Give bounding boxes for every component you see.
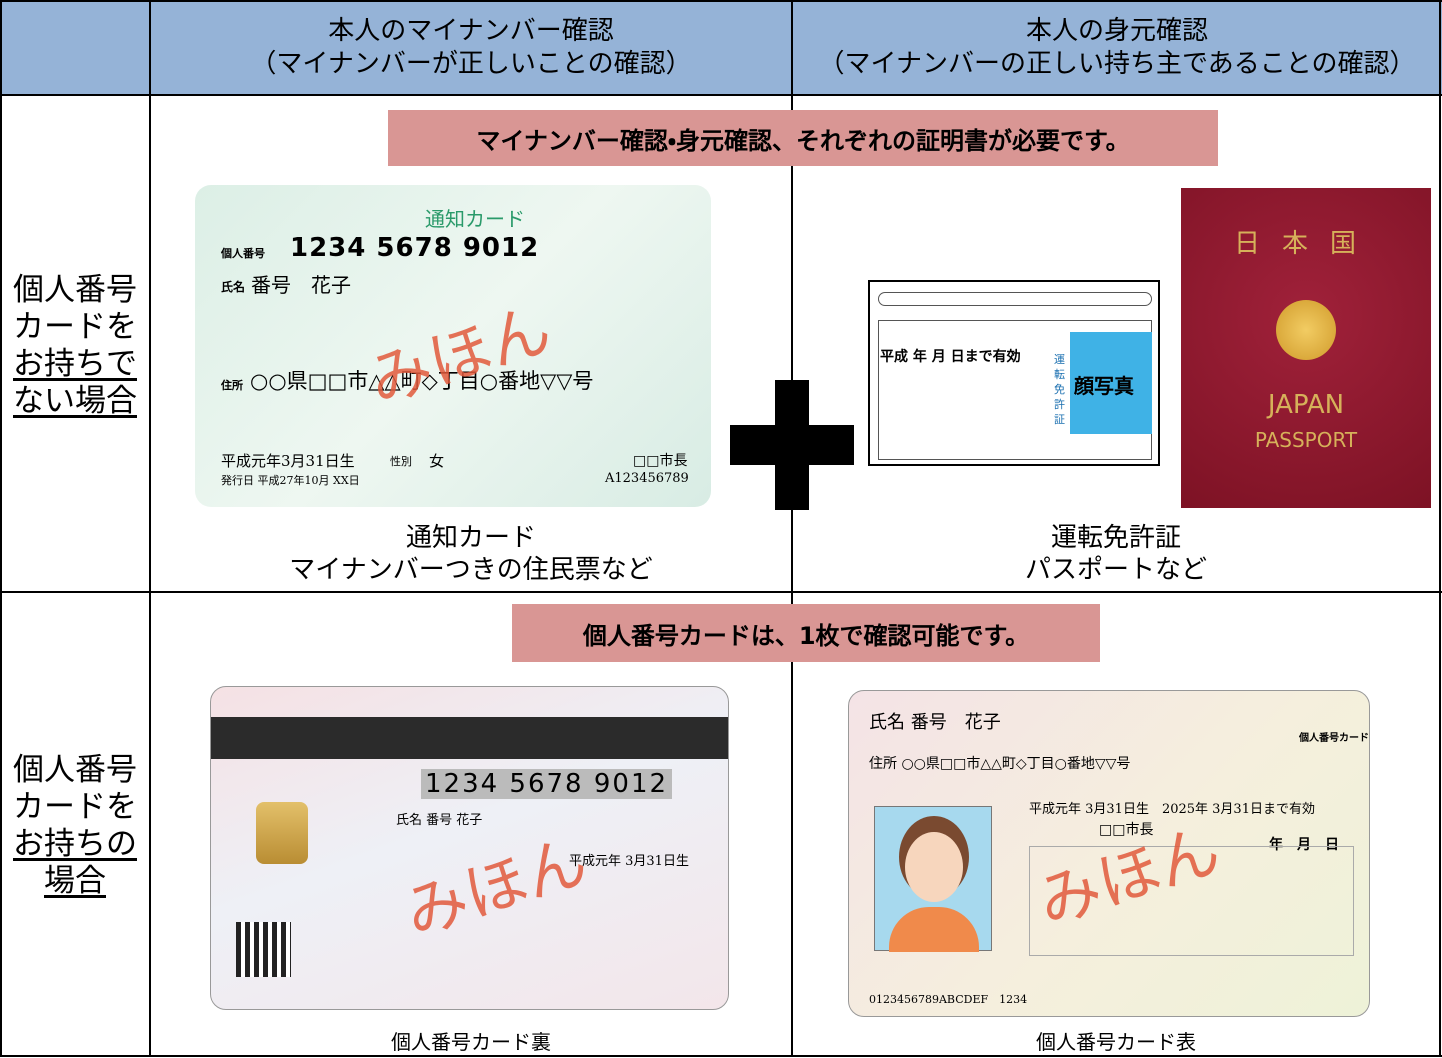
license-field (878, 292, 1152, 306)
card-text: 1234 5678 9012 (421, 769, 673, 799)
card-text: 発行日 平成27年10月 XX日 (221, 474, 360, 487)
card-text: 平成 年 月 日まで有効 (880, 349, 1021, 365)
card-text: 日本国 (1233, 229, 1378, 259)
border (791, 0, 793, 1057)
card-text: 運転免許証 (1054, 353, 1065, 426)
photo (874, 806, 992, 952)
card-text: JAPAN (1267, 390, 1345, 420)
card-text: 平成元年 3月31日生 2025年 3月31日まで有効 (1029, 802, 1315, 817)
license-image: 平成 年 月 日まで有効 顔写真 運転免許証 (868, 280, 1160, 466)
card-text: 通知カード (425, 207, 525, 231)
row-label-line: カードを (13, 309, 137, 345)
header-title: 本人の身元確認 (1025, 16, 1208, 46)
emblem (1276, 300, 1336, 360)
caption-line: 個人番号カード裏 (391, 1030, 551, 1054)
border (0, 0, 1442, 2)
row-label: 個人番号 カードを お持ちの 場合 (0, 752, 150, 900)
caption: 個人番号カード表 (792, 1026, 1440, 1058)
photo-box (1070, 332, 1152, 434)
caption-line: 通知カード (405, 523, 536, 553)
caption: 個人番号カード裏 (150, 1026, 792, 1058)
card-text: 女 (429, 452, 445, 470)
banner: マイナンバー確認・身元確認、それぞれの証明書が必要です。 (388, 110, 1218, 166)
sample-stamp: みほん (395, 823, 596, 951)
caption: 通知カード マイナンバーつきの住民票など (150, 522, 792, 586)
signature-field (1029, 846, 1354, 956)
card-text: 氏名 番号 花子 (396, 813, 483, 828)
card-text: 氏名 (221, 280, 246, 294)
header-title: 本人のマイナンバー確認 (328, 16, 614, 46)
header-subtitle: （マイナンバーが正しいことの確認） (250, 49, 692, 79)
plus-sign (730, 425, 854, 465)
caption-line: マイナンバーつきの住民票など (289, 555, 653, 585)
card-text: ○○県□□市△△町◇丁目○番地▽▽号 (250, 369, 594, 393)
card-text: 住所 (221, 379, 243, 392)
card-text: 1234 5678 9012 (290, 233, 540, 263)
border (149, 0, 151, 1057)
card-text: □□市長 (633, 453, 688, 469)
card-text: 住所 ○○県□□市△△町◇丁目○番地▽▽号 (869, 756, 1131, 772)
row-label-line: カードを (13, 789, 137, 825)
card-text: 年 月 日 (1269, 837, 1339, 853)
caption-line: 個人番号カード表 (1036, 1030, 1196, 1054)
header-subtitle: （マイナンバーの正しい持ち主であることの確認） (818, 49, 1416, 79)
border (0, 0, 2, 1057)
card-text: 個人番号カード (1299, 733, 1369, 744)
qr-code (236, 922, 291, 977)
sample-stamp: みほん (359, 291, 560, 419)
header-cell: 本人の身元確認 （マイナンバーの正しい持ち主であることの確認） (792, 15, 1442, 81)
mynumber-card-back-image: 1234 5678 9012 氏名 番号 花子 平成元年 3月31日生 みほん (210, 686, 729, 1010)
border (0, 591, 1442, 593)
header-row (0, 0, 1442, 95)
banner: 個人番号カードは、1枚で確認可能です。 (512, 604, 1100, 662)
card-text: □□市長 (1099, 822, 1154, 838)
row-label-line: 個人番号 (13, 272, 137, 308)
ic-chip (256, 802, 308, 864)
caption: 運転免許証 パスポートなど (792, 522, 1440, 586)
shoulders (889, 907, 979, 952)
card-text: 顔写真 (1074, 374, 1134, 398)
card-text: PASSPORT (1254, 428, 1358, 452)
card-text: A123456789 (605, 471, 689, 486)
border (1439, 0, 1441, 1057)
notification-card-image: 通知カード 個人番号 1234 5678 9012 氏名 番号 花子 住所 ○○… (195, 185, 711, 507)
row-label-line: お持ちで (13, 346, 137, 382)
row-label-line: ない場合 (13, 383, 137, 419)
border (0, 94, 1442, 96)
row-label: 個人番号 カードを お持ちで ない場合 (0, 272, 150, 420)
card-text: 性別 (390, 455, 412, 468)
row-label-line: 場合 (44, 863, 106, 899)
card-text: 0123456789ABCDEF 1234 (869, 993, 1028, 1006)
card-text: 平成元年 3月31日生 (569, 854, 689, 869)
card-text: 平成元年3月31日生 (221, 452, 355, 470)
border (0, 1055, 1442, 1057)
face (905, 832, 963, 902)
magnetic-stripe (211, 717, 728, 759)
card-text: 氏名 番号 花子 (869, 712, 1001, 733)
passport-image: 日本国 JAPAN PASSPORT (1181, 188, 1431, 508)
row-label-line: お持ちの (13, 826, 137, 862)
caption-line: パスポートなど (1024, 555, 1207, 585)
row-label-line: 個人番号 (13, 752, 137, 788)
header-cell: 本人のマイナンバー確認 （マイナンバーが正しいことの確認） (150, 15, 792, 81)
card-text: 個人番号 (221, 247, 265, 260)
card-text: 番号 花子 (251, 273, 351, 297)
caption-line: 運転免許証 (1050, 523, 1181, 553)
mynumber-card-front-image: 氏名 番号 花子 住所 ○○県□□市△△町◇丁目○番地▽▽号 平成元年 3月31… (848, 690, 1370, 1017)
